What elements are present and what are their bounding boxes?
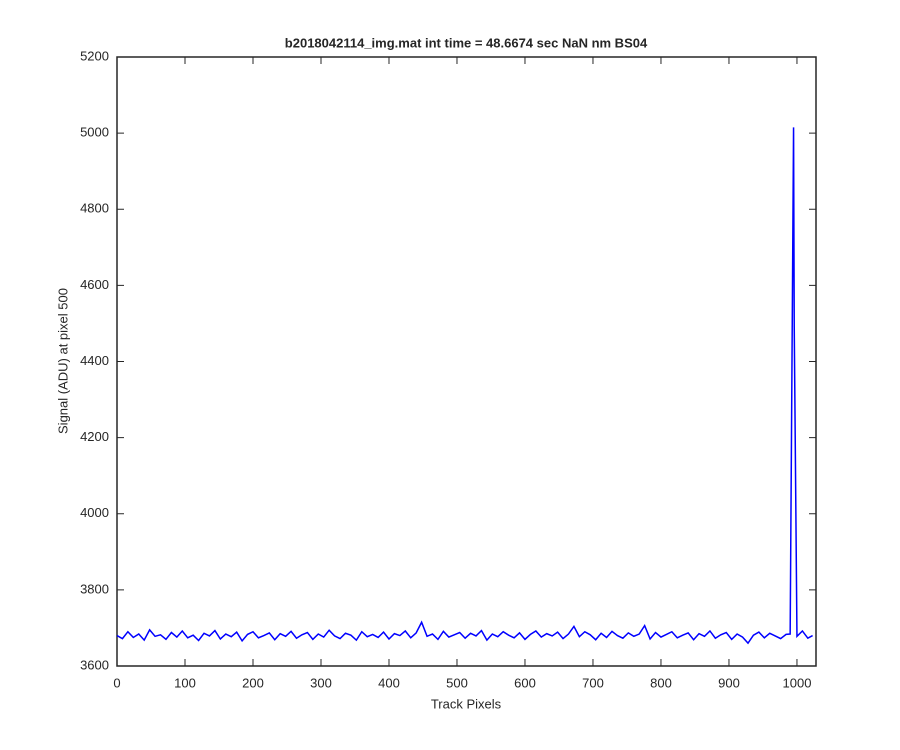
x-axis-label: Track Pixels [431,696,502,711]
y-tick-label: 4400 [80,353,109,368]
x-tick-label: 0 [113,675,120,690]
data-line [116,127,813,645]
x-tick-label: 600 [514,675,536,690]
x-tick-label: 1000 [783,675,812,690]
x-tick-label: 800 [650,675,672,690]
y-axis-label: Signal (ADU) at pixel 500 [55,288,70,434]
x-tick-label: 700 [582,675,604,690]
y-tick-label: 4600 [80,277,109,292]
y-tick-label: 4000 [80,505,109,520]
x-tick-label: 400 [378,675,400,690]
y-tick-label: 5000 [80,125,109,140]
chart-title: b2018042114_img.mat int time = 48.6674 s… [285,35,648,50]
y-tick-label: 3600 [80,657,109,672]
y-tick-label: 4800 [80,201,109,216]
x-tick-label: 500 [446,675,468,690]
x-tick-label: 100 [174,675,196,690]
x-tick-label: 300 [310,675,332,690]
x-tick-label: 900 [718,675,740,690]
x-tick-label: 200 [242,675,264,690]
y-tick-label: 3800 [80,581,109,596]
y-tick-label: 4200 [80,429,109,444]
y-tick-label: 5200 [80,48,109,63]
